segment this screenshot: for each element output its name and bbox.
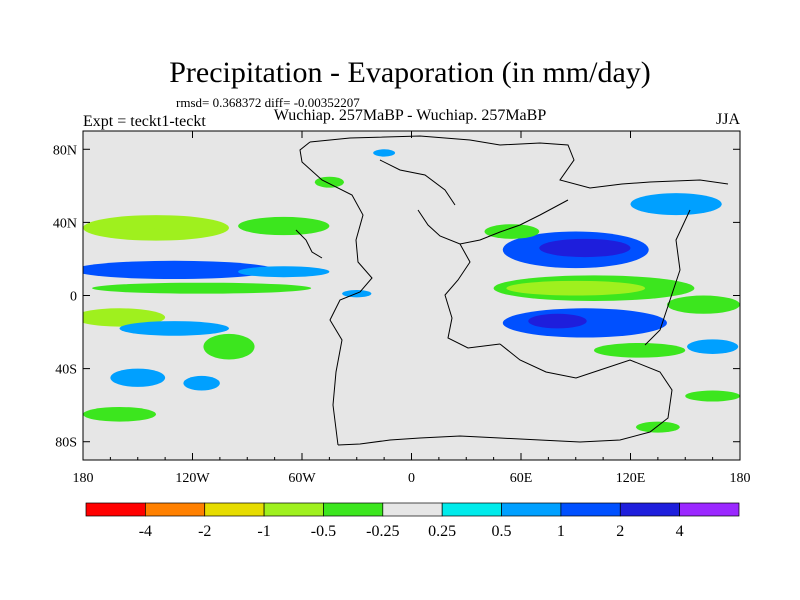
field-south-east-dry bbox=[685, 390, 740, 402]
colorbar-bin bbox=[441, 502, 502, 517]
chart-title: Precipitation - Evaporation (in mm/day) bbox=[169, 56, 651, 89]
y-tick-label: 0 bbox=[70, 290, 77, 305]
season-label: JJA bbox=[716, 111, 740, 128]
field-east-ocean-dry bbox=[667, 295, 740, 314]
tethys-south-coast bbox=[337, 343, 673, 446]
field-n-pacific-tropic-wet-east bbox=[238, 266, 330, 278]
colorbar-bin bbox=[679, 502, 740, 517]
field-arctic-dry-patch bbox=[314, 176, 344, 188]
field-arctic-wet-patch bbox=[373, 149, 396, 157]
field-s-pacific-dry-patch bbox=[203, 333, 255, 360]
x-tick-label: 120E bbox=[616, 471, 646, 486]
y-tick-label: 80S bbox=[55, 436, 77, 451]
west-island-chain bbox=[295, 229, 323, 259]
stats-label: rmsd= 0.368372 diff= -0.00352207 bbox=[176, 95, 360, 110]
field-s-pacific-wet-patch-1 bbox=[110, 368, 166, 387]
field-tethys-north-margin-dry bbox=[484, 224, 540, 239]
colorbar-bin bbox=[323, 502, 384, 517]
colorbar-label: 1 bbox=[557, 523, 565, 540]
colorbar-bin bbox=[501, 502, 562, 517]
field-equatorial-pacific-dry bbox=[92, 282, 312, 294]
pangaea-west-coast bbox=[299, 141, 373, 446]
x-tick-label: 60W bbox=[288, 471, 316, 486]
field-layer bbox=[83, 149, 740, 433]
x-tick-label: 120W bbox=[175, 471, 210, 486]
field-high-south-dry bbox=[83, 406, 156, 422]
colorbar-bin bbox=[619, 502, 680, 517]
x-tick-label: 180 bbox=[73, 471, 94, 486]
tethys-west-coast bbox=[444, 243, 501, 349]
colorbar-label: -1 bbox=[257, 523, 270, 540]
y-tick-label: 80N bbox=[53, 143, 77, 158]
y-tick-label: 40S bbox=[55, 363, 77, 378]
colorbar-label: 0.25 bbox=[428, 523, 456, 540]
field-far-south-dry bbox=[635, 421, 680, 433]
field-n-pacific-tropic-wet bbox=[83, 260, 275, 280]
left-label: Expt = teckt1-teckt bbox=[83, 113, 206, 130]
colorbar-label: -0.25 bbox=[366, 523, 399, 540]
colorbar-bin bbox=[85, 502, 146, 517]
tethys-north-coast bbox=[417, 199, 569, 245]
field-n-pacific-midlat-west bbox=[238, 216, 330, 236]
x-tick-label: 0 bbox=[408, 471, 415, 486]
field-tethys-north-core bbox=[539, 238, 631, 258]
colorbar: -4 -2 -1 -0.5 -0.25 0.25 0.5 1 2 4 bbox=[85, 502, 740, 540]
colorbar-bin bbox=[382, 502, 443, 517]
colorbar-label: 2 bbox=[616, 523, 624, 540]
field-tethys-south-core bbox=[528, 313, 587, 329]
field-east-ocean-wet bbox=[687, 339, 739, 354]
pangaea-arctic-coast bbox=[309, 135, 729, 189]
field-s-pacific-wet-band bbox=[119, 321, 229, 336]
east-island-chain bbox=[644, 209, 691, 346]
field-tethys-equator-core bbox=[506, 280, 646, 296]
colorbar-label: 4 bbox=[676, 523, 684, 540]
coastline-layer bbox=[295, 135, 729, 446]
colorbar-label: 0.5 bbox=[492, 523, 512, 540]
colorbar-bin bbox=[204, 502, 265, 517]
subtitle: Wuchiap. 257MaBP - Wuchiap. 257MaBP bbox=[274, 107, 547, 124]
colorbar-label: -2 bbox=[198, 523, 211, 540]
y-tick-label: 40N bbox=[53, 216, 77, 231]
map-panel: 180 120W 60W 0 60E 120E 180 80N 40N 0 40S 80S bbox=[53, 130, 751, 486]
colorbar-label: -4 bbox=[139, 523, 152, 540]
field-n-pacific-midlat-core bbox=[108, 227, 167, 239]
colorbar-label: -0.5 bbox=[311, 523, 336, 540]
field-north-east-wet bbox=[630, 193, 722, 216]
field-s-pacific-dry-band bbox=[83, 308, 166, 327]
colorbar-bin bbox=[145, 502, 206, 517]
colorbar-bin bbox=[263, 502, 324, 517]
colorbar-bin bbox=[560, 502, 621, 517]
axis-ticks: 180 120W 60W 0 60E 120E 180 80N 40N 0 40S 80S bbox=[53, 131, 751, 486]
field-tethys-south-dry bbox=[594, 343, 686, 358]
field-s-pacific-wet-patch-2 bbox=[183, 375, 220, 391]
x-tick-label: 180 bbox=[730, 471, 751, 486]
arctic-island-chain bbox=[379, 159, 456, 206]
x-tick-label: 60E bbox=[510, 471, 533, 486]
